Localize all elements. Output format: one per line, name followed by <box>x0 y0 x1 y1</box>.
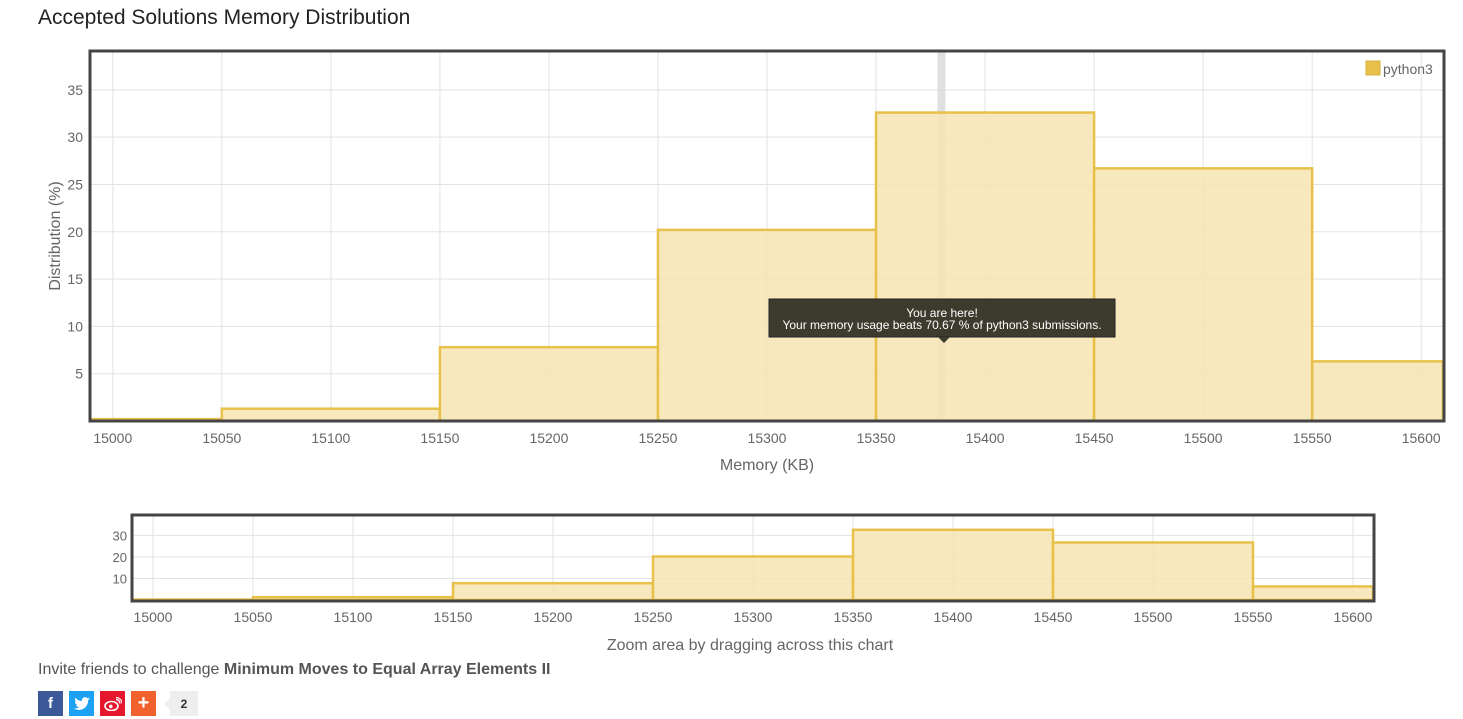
navigator-bar <box>651 555 855 602</box>
navigator-x-tick-label: 15250 <box>634 609 673 625</box>
navigator-y-tick-label: 30 <box>113 528 127 543</box>
x-tick-label: 15500 <box>1184 430 1223 446</box>
y-tick-label: 20 <box>67 224 83 240</box>
histogram-bar[interactable] <box>1310 360 1445 423</box>
y-tick-label: 30 <box>67 129 83 145</box>
share-count-arrow <box>164 697 170 710</box>
x-tick-label: 15250 <box>638 430 677 446</box>
histogram-bar[interactable] <box>1092 167 1314 423</box>
navigator-x-tick-label: 15050 <box>234 609 273 625</box>
x-tick-label: 15550 <box>1293 430 1332 446</box>
plus-icon[interactable]: + <box>131 691 156 716</box>
navigator-x-tick-label: 15550 <box>1234 609 1273 625</box>
y-axis-label: Distribution (%) <box>47 181 64 290</box>
x-tick-label: 15450 <box>1075 430 1114 446</box>
navigator-frame[interactable] <box>130 513 1376 603</box>
tooltip-arrow <box>938 337 950 343</box>
x-tick-label: 15050 <box>202 430 241 446</box>
navigator-bar <box>851 528 1055 602</box>
x-axis-label: Memory (KB) <box>720 457 814 474</box>
histogram-bar[interactable] <box>220 407 442 423</box>
navigator-x-tick-label: 15400 <box>934 609 973 625</box>
weibo-icon[interactable] <box>100 691 125 716</box>
navigator-x-tick-label: 15300 <box>734 609 773 625</box>
facebook-icon[interactable]: f <box>38 691 63 716</box>
navigator-y-tick-label: 20 <box>113 550 127 565</box>
main-plot-frame <box>88 49 1446 423</box>
y-tick-label: 5 <box>75 366 83 382</box>
navigator-y-tick-label: 10 <box>113 571 127 586</box>
x-tick-label: 15600 <box>1402 430 1441 446</box>
y-tick-label: 15 <box>67 271 83 287</box>
histogram-bar[interactable] <box>438 345 660 423</box>
navigator-x-tick-label: 15100 <box>334 609 373 625</box>
y-tick-label: 25 <box>67 176 83 192</box>
x-tick-label: 15200 <box>529 430 568 446</box>
navigator-x-tick-label: 15600 <box>1334 609 1373 625</box>
tooltip-line1: You are here! <box>906 306 978 320</box>
y-tick-label: 10 <box>67 318 83 334</box>
tooltip-line2: Your memory usage beats 70.67 % of pytho… <box>782 318 1101 332</box>
histogram-bar[interactable] <box>874 111 1096 423</box>
x-tick-label: 15350 <box>857 430 896 446</box>
x-tick-label: 15100 <box>311 430 350 446</box>
navigator-x-tick-label: 15200 <box>534 609 573 625</box>
x-tick-label: 15400 <box>966 430 1005 446</box>
invite-prefix: Invite friends to challenge <box>38 661 224 678</box>
navigator-bar <box>1051 541 1255 602</box>
x-tick-label: 15000 <box>93 430 132 446</box>
navigator-bar <box>1251 585 1375 602</box>
social-share-bar: f + 2 <box>38 691 198 716</box>
x-tick-label: 15300 <box>748 430 787 446</box>
share-count: 2 <box>170 691 198 716</box>
legend-swatch-python3 <box>1365 60 1381 76</box>
navigator-x-tick-label: 15350 <box>834 609 873 625</box>
navigator-bar <box>451 581 655 602</box>
tooltip: You are here! Your memory usage beats 70… <box>768 298 1116 343</box>
y-tick-label: 35 <box>67 82 83 98</box>
page-title: Accepted Solutions Memory Distribution <box>38 6 411 29</box>
invite-problem-name: Minimum Moves to Equal Array Elements II <box>223 661 551 678</box>
legend-label-python3: python3 <box>1383 61 1433 77</box>
navigator-x-tick-label: 15000 <box>134 609 173 625</box>
twitter-icon[interactable] <box>69 691 94 716</box>
invite-text: Invite friends to challenge Minimum Move… <box>38 661 550 679</box>
x-tick-label: 15150 <box>420 430 459 446</box>
navigator-x-tick-label: 15450 <box>1034 609 1073 625</box>
navigator-caption: Zoom area by dragging across this chart <box>607 637 894 654</box>
navigator-x-tick-label: 15500 <box>1134 609 1173 625</box>
share-count-badge: 2 <box>164 691 198 716</box>
navigator-x-tick-label: 15150 <box>434 609 473 625</box>
legend[interactable]: python3 <box>1365 60 1433 77</box>
